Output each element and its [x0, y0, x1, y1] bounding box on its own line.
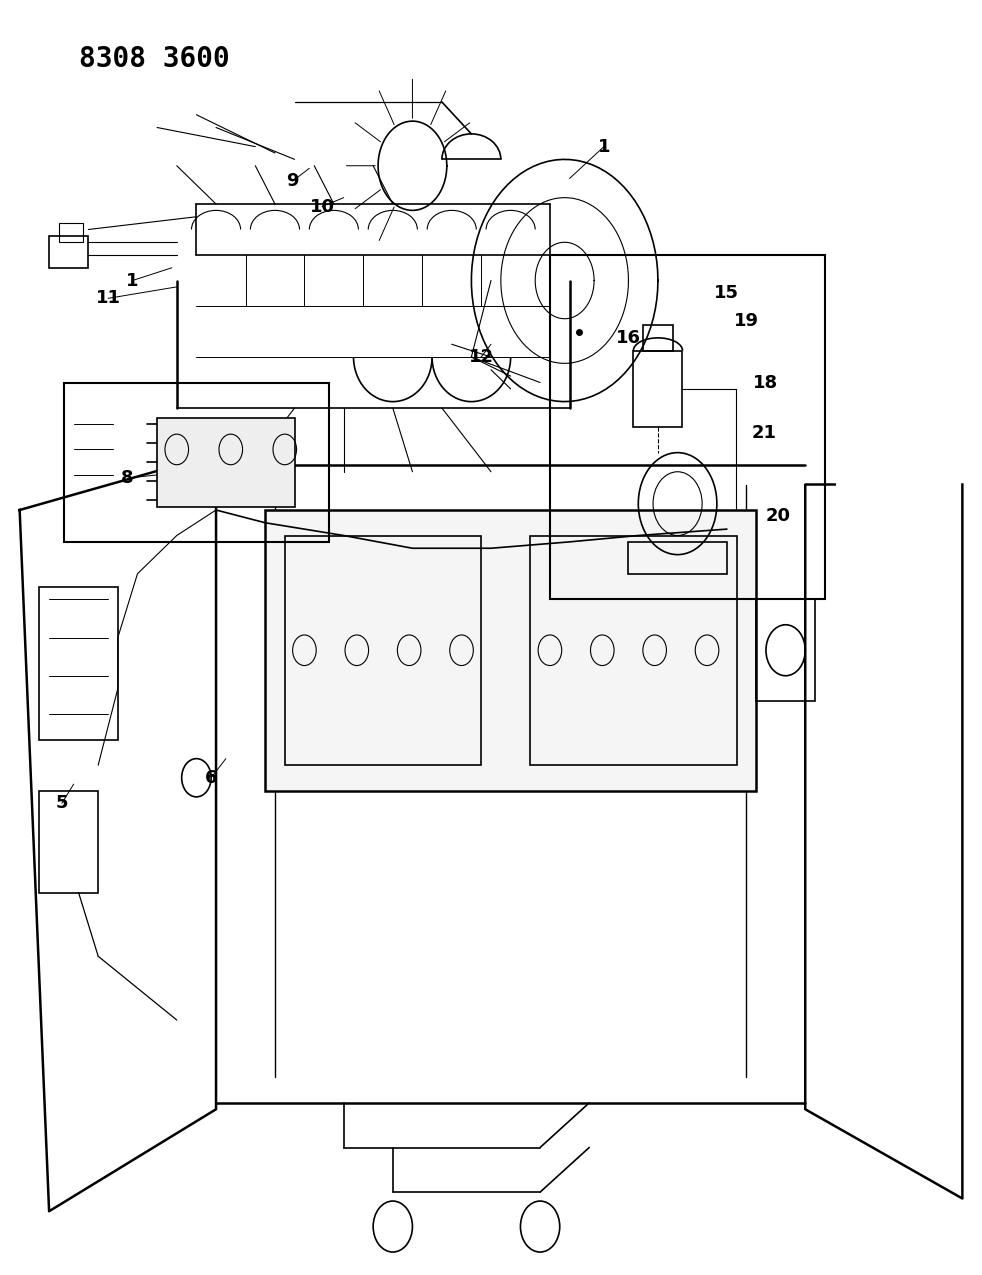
Text: 13A: 13A — [268, 674, 301, 690]
Text: 2: 2 — [294, 641, 305, 659]
Bar — [157, 418, 295, 507]
Text: 2: 2 — [362, 539, 374, 557]
Text: 1: 1 — [127, 272, 138, 289]
Text: 3: 3 — [156, 478, 168, 496]
Bar — [49, 236, 88, 268]
Text: 20: 20 — [765, 507, 791, 525]
Text: 21: 21 — [751, 425, 777, 442]
Text: 7: 7 — [416, 527, 428, 544]
Text: 9: 9 — [287, 172, 299, 190]
Bar — [39, 790, 98, 892]
Text: 13: 13 — [309, 686, 335, 704]
Bar — [265, 510, 756, 790]
Bar — [628, 542, 727, 574]
Bar — [39, 586, 118, 739]
Bar — [285, 536, 481, 765]
Text: 17: 17 — [624, 558, 649, 576]
Text: 18: 18 — [753, 374, 779, 391]
Text: 8: 8 — [122, 469, 134, 487]
Text: 8308 3600: 8308 3600 — [79, 45, 230, 73]
Text: 5: 5 — [56, 794, 68, 812]
Text: 4: 4 — [465, 546, 477, 564]
Bar — [64, 382, 329, 542]
Text: 11: 11 — [95, 289, 121, 307]
Text: 14: 14 — [208, 418, 234, 436]
Text: 10: 10 — [309, 198, 335, 215]
Text: 16: 16 — [616, 329, 641, 347]
Bar — [530, 536, 736, 765]
Text: 12: 12 — [468, 348, 494, 366]
Text: 15: 15 — [714, 284, 739, 302]
Bar — [59, 223, 83, 242]
Bar — [643, 325, 673, 351]
Bar — [633, 351, 682, 427]
Text: 19: 19 — [734, 312, 759, 330]
Text: 1: 1 — [598, 138, 610, 156]
Text: 6: 6 — [205, 769, 217, 787]
Bar — [550, 255, 825, 599]
Bar — [756, 599, 815, 701]
